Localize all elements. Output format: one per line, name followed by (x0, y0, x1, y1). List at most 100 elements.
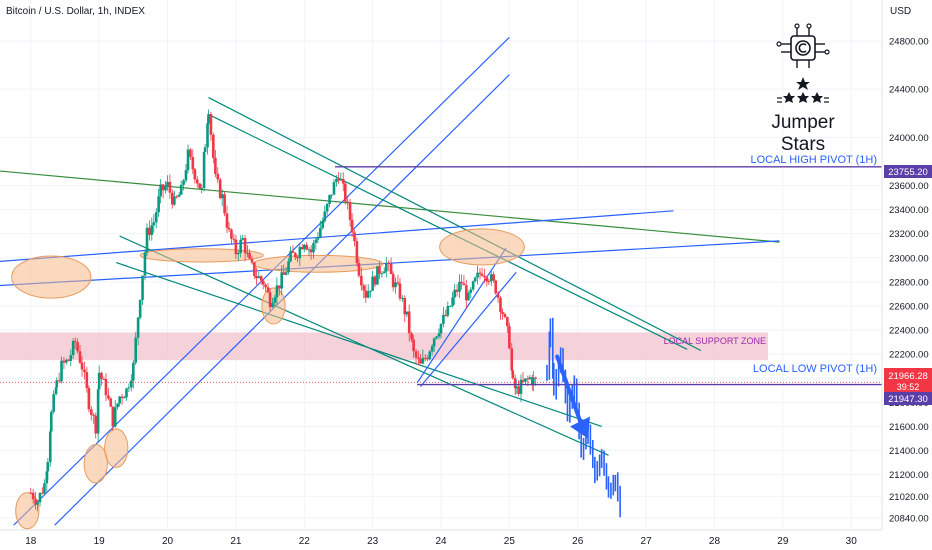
candle-body (218, 179, 222, 199)
candle-body (366, 291, 370, 298)
candle-body (203, 147, 207, 153)
candle-body (46, 462, 50, 472)
candle-body (191, 156, 195, 170)
candle-body (435, 336, 438, 339)
candle-body (202, 152, 206, 189)
time-axis-panel (0, 530, 932, 550)
candle-body (97, 372, 101, 390)
candle-body (284, 272, 288, 275)
candle-body (57, 380, 61, 382)
candle-body (446, 306, 450, 316)
pivot-lines (0, 166, 882, 386)
candle-body (268, 292, 272, 308)
candle-body (350, 219, 354, 233)
candle-body (239, 239, 242, 253)
candle-body (364, 290, 368, 298)
x-tick-label: 18 (25, 536, 37, 547)
highlight-ellipse (83, 443, 108, 484)
candle-body (287, 261, 290, 273)
candle-body (389, 263, 393, 275)
candle-body (96, 389, 100, 434)
highlight-ellipse (104, 428, 129, 468)
candle-body (234, 239, 238, 255)
candle-body (513, 378, 517, 389)
candle-body (232, 238, 236, 240)
candle-body (175, 196, 179, 198)
candle-body (38, 492, 42, 503)
candle-body (355, 241, 359, 264)
y-tick-label: 23000.00 (889, 253, 929, 264)
candle-body (517, 386, 520, 394)
candle-body (532, 377, 535, 386)
candle-body (200, 188, 203, 190)
candle-body (405, 311, 409, 315)
candle-body (48, 431, 52, 463)
candle-body (511, 370, 515, 379)
bar-countdown: 39:52 (897, 382, 920, 392)
y-tick-label: 24800.00 (889, 36, 929, 47)
candle-body (510, 348, 514, 371)
candle-body (419, 358, 422, 364)
candle-body (76, 342, 79, 352)
candle-body (109, 398, 113, 407)
highlight-ellipse (139, 248, 264, 263)
candle-body (113, 407, 117, 427)
candle-body (161, 184, 165, 191)
chart-grid (0, 0, 882, 530)
candle-body (129, 380, 133, 388)
candle-body (65, 359, 68, 363)
candle-body (430, 346, 434, 352)
candle-body (458, 281, 461, 292)
rising-channel-upper (416, 247, 507, 384)
channel-teal-upper (208, 97, 702, 352)
candle-body (189, 149, 192, 157)
candle-body (348, 202, 352, 220)
candle-body (271, 302, 274, 308)
candle-body (373, 276, 377, 285)
x-tick-label: 28 (709, 536, 721, 547)
candle-body (89, 409, 93, 415)
x-tick-label: 27 (641, 536, 653, 547)
candle-body (534, 377, 537, 379)
candle-body (141, 275, 144, 300)
candle-body (198, 183, 201, 189)
current-price: 21966.28 (888, 371, 928, 382)
candle-body (432, 338, 436, 347)
candle-body (442, 314, 445, 324)
time-axis[interactable]: 18 19 20 21 22 23 24 25 26 27 28 29 30 (25, 536, 857, 547)
candle-body (403, 298, 407, 315)
local-high-pivot-label: LOCAL HIGH PIVOT (1H) (750, 154, 877, 166)
projection-bars (546, 317, 621, 518)
candle-body (330, 194, 333, 196)
candle-body (73, 340, 77, 343)
candle-body (118, 396, 121, 404)
candle-body (309, 249, 313, 253)
candle-body (182, 180, 185, 185)
candle-body (275, 285, 279, 298)
candle-body (489, 274, 493, 282)
candle-body (236, 252, 240, 255)
x-tick-label: 30 (846, 536, 858, 547)
x-tick-label: 21 (230, 536, 242, 547)
candle-body (382, 271, 386, 274)
candle-body (302, 244, 306, 250)
candle-body (360, 275, 363, 286)
candle-body (492, 274, 495, 281)
candle-body (216, 173, 220, 180)
candle-body (154, 212, 158, 223)
candle-body (423, 357, 427, 359)
candle-body (421, 357, 425, 364)
x-tick-label: 26 (572, 536, 584, 547)
local-low-pivot-label: LOCAL LOW PIVOT (1H) (753, 363, 877, 375)
candle-body (312, 242, 315, 253)
candle-body (453, 289, 456, 298)
jumper-stars-logo (776, 23, 830, 103)
candle-body (261, 280, 265, 285)
candle-body (248, 252, 251, 259)
candle-body (45, 471, 49, 484)
candle-body (380, 273, 384, 275)
candle-body (120, 396, 124, 399)
candle-body (157, 196, 160, 213)
candle-body (125, 388, 128, 398)
